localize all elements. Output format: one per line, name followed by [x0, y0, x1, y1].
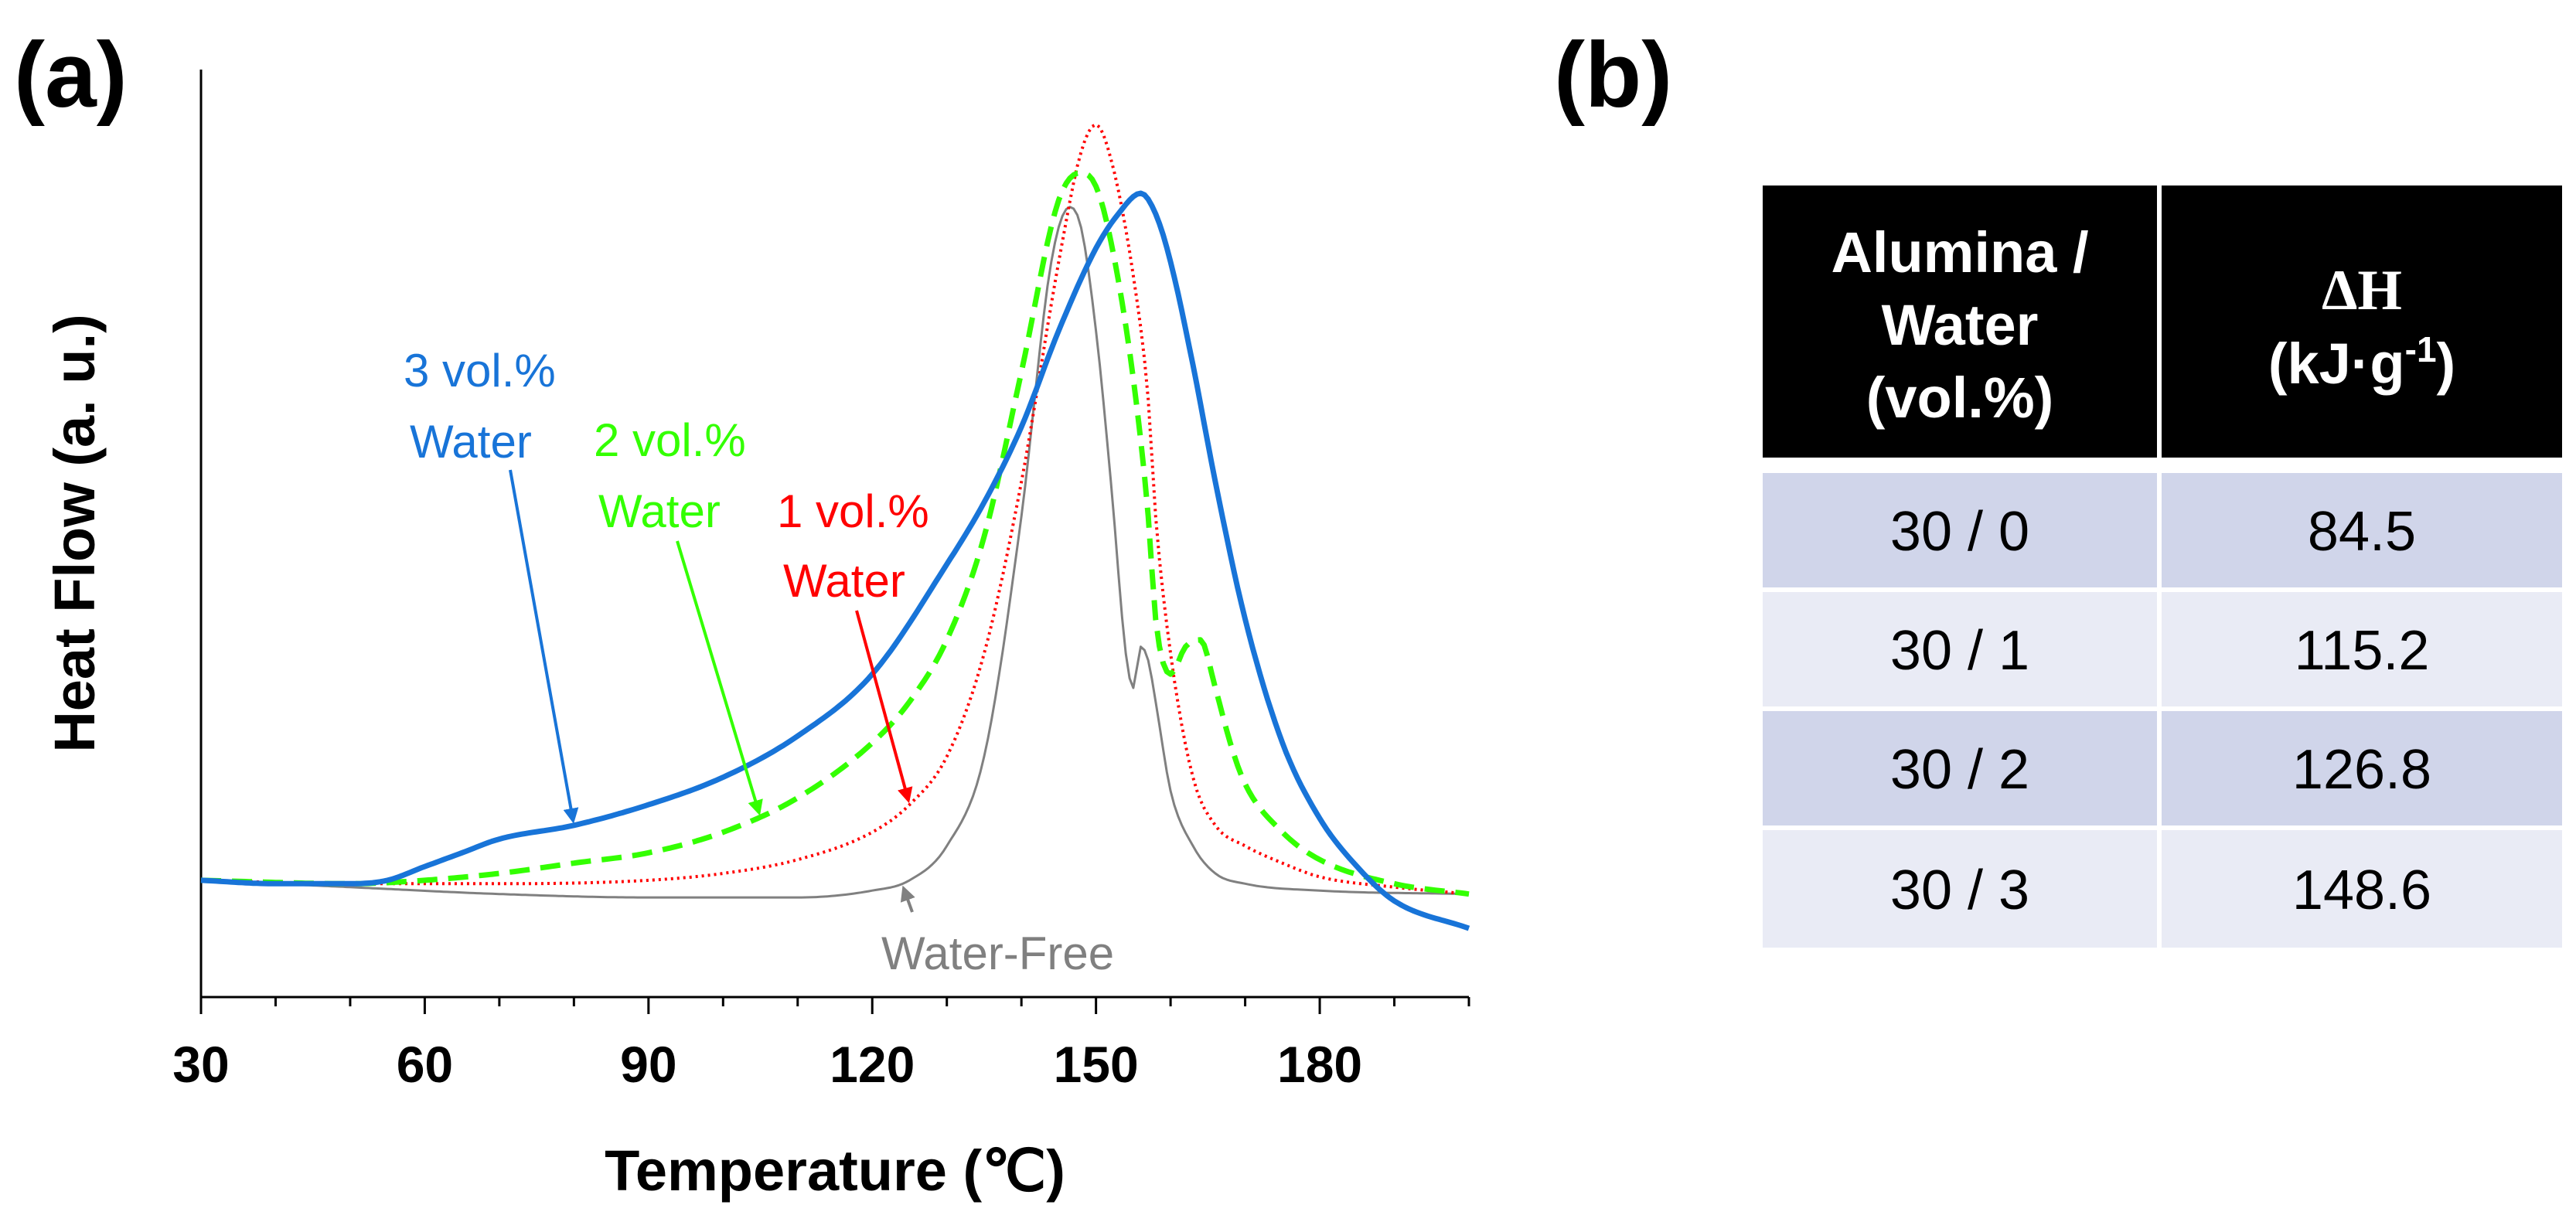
enthalpy-table: Alumina / Water (vol.%) ΔH (kJ·g-1) 30 /…	[1763, 186, 2562, 948]
x-tick-label: 180	[1277, 1036, 1362, 1093]
row-1-cell-dh	[2162, 592, 2562, 706]
header-composition-line3: (vol.%)	[1866, 366, 2054, 430]
row-3-dh: 148.6	[2292, 859, 2431, 921]
row-0-ratio: 30 / 0	[1890, 501, 2029, 563]
series-1-vol-water	[200, 123, 1470, 896]
row-0-cell-dh	[2162, 473, 2562, 587]
x-tick-label: 90	[620, 1036, 676, 1093]
x-tick-label: 30	[172, 1036, 229, 1093]
y-axis-label: Heat Flow (a. u.)	[43, 314, 107, 752]
annotation-1vol-line2: Water	[783, 555, 905, 607]
x-tick-label: 150	[1054, 1036, 1139, 1093]
row-3-cell-ratio	[1763, 830, 2157, 948]
annotation-2vol-arrow	[676, 540, 763, 816]
annotation-2vol-line1: 2 vol.%	[594, 414, 746, 466]
annotation-2vol-line2: Water	[598, 485, 721, 537]
dsc-curves	[200, 123, 1470, 931]
x-tick-label: 60	[397, 1036, 453, 1093]
row-0-dh: 84.5	[2308, 501, 2416, 563]
row-1-ratio: 30 / 1	[1890, 620, 2029, 682]
row-0-cell-ratio	[1763, 473, 2157, 587]
header-enthalpy-symbol: ΔH	[2322, 259, 2402, 322]
annotation-3vol-line2: Water	[410, 416, 532, 468]
header-enthalpy-unit-base: (kJ·g	[2268, 332, 2405, 396]
header-composition-line1: Alumina /	[1831, 220, 2088, 284]
x-tick-label: 120	[830, 1036, 915, 1093]
annotation-water-free-arrow	[900, 885, 915, 913]
dsc-plot: 30 60 90 120 150 180 3 vol.% Water 2 vol.% Wa…	[43, 70, 1470, 1203]
header-cell-composition	[1763, 186, 2157, 458]
series-3-vol-water	[200, 190, 1470, 931]
x-axis-ticks	[199, 997, 1470, 1014]
header-enthalpy-unit-exponent: -1	[2405, 329, 2437, 369]
series-2-vol-water	[200, 169, 1470, 897]
row-1-dh: 115.2	[2295, 620, 2430, 682]
header-composition-line2: Water	[1882, 293, 2039, 357]
panel-b-label: (b)	[1554, 23, 1672, 127]
row-2-dh: 126.8	[2292, 739, 2431, 801]
panel-a-label: (a)	[14, 23, 128, 127]
row-3-cell-dh	[2162, 830, 2562, 948]
x-axis-tick-labels: 30 60 90 120 150 180	[172, 1036, 1362, 1093]
annotation-1vol-arrow	[855, 610, 913, 804]
row-1-cell-ratio	[1763, 592, 2157, 706]
row-3-ratio: 30 / 3	[1890, 859, 2029, 921]
annotation-1vol-line1: 1 vol.%	[777, 485, 929, 537]
row-2-cell-ratio	[1763, 711, 2157, 825]
annotation-3vol-line1: 3 vol.%	[404, 345, 556, 397]
x-axis-label: Temperature (℃)	[605, 1139, 1065, 1203]
annotation-3vol-arrow	[509, 469, 579, 824]
header-enthalpy-unit-close: )	[2437, 332, 2456, 396]
header-enthalpy-unit: (kJ·g-1)	[2268, 329, 2455, 396]
annotation-water-free: Water-Free	[881, 928, 1114, 979]
header-cell-enthalpy	[2162, 186, 2562, 458]
row-2-cell-dh	[2162, 711, 2562, 825]
row-2-ratio: 30 / 2	[1890, 739, 2029, 801]
series-water-free	[200, 206, 1470, 899]
curve-annotations: 3 vol.% Water 2 vol.% Water 1 vol.% Wate…	[404, 345, 1114, 979]
